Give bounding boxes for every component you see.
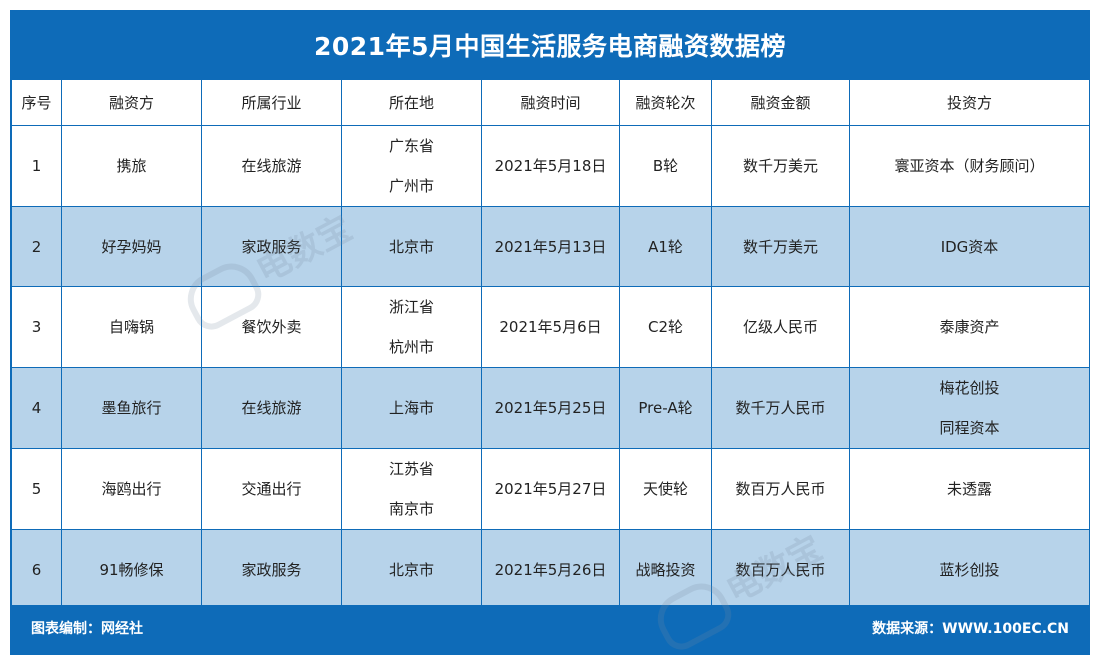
investor-line: 泰康资产 [939, 318, 1000, 336]
table-header-row: 序号 融资方 所属行业 所在地 融资时间 融资轮次 融资金额 投资方 [11, 79, 1090, 126]
cell-round: 战略投资 [619, 529, 712, 610]
cell-date: 2021年5月18日 [481, 125, 620, 207]
location-line: 北京市 [388, 560, 434, 579]
header-date: 融资时间 [481, 79, 620, 126]
cell-investors: 寰亚资本（财务顾问） [849, 125, 1090, 207]
footer-source: 数据来源：WWW.100EC.CN [872, 621, 1069, 637]
cell-amount: 数百万人民币 [711, 448, 850, 530]
cell-company: 携旅 [61, 125, 202, 207]
investor-line: 未透露 [946, 480, 992, 498]
cell-amount: 数千万人民币 [711, 367, 850, 449]
cell-amount: 数百万人民币 [711, 529, 850, 610]
cell-company: 好孕妈妈 [61, 206, 202, 287]
cell-investors: 泰康资产 [849, 286, 1090, 368]
cell-date: 2021年5月25日 [481, 367, 620, 449]
cell-location: 上海市 [341, 367, 482, 449]
location-line: 浙江省 [388, 298, 434, 316]
cell-amount: 数千万美元 [711, 125, 850, 207]
cell-company: 91畅修保 [61, 529, 202, 610]
cell-investors: 蓝杉创投 [849, 529, 1090, 610]
table-row: 6 91畅修保 家政服务 北京市 2021年5月26日 战略投资 数百万人民币 … [11, 529, 1090, 610]
cell-industry: 餐饮外卖 [201, 286, 342, 368]
page-title: 2021年5月中国生活服务电商融资数据榜 [11, 11, 1089, 79]
cell-industry: 家政服务 [201, 206, 342, 287]
cell-location: 北京市 [341, 206, 482, 287]
header-no: 序号 [11, 79, 62, 126]
cell-location: 广东省 广州市 [341, 125, 482, 207]
table-row: 3 自嗨锅 餐饮外卖 浙江省 杭州市 2021年5月6日 C2轮 亿级人民币 泰… [11, 286, 1090, 368]
cell-no: 5 [11, 448, 62, 530]
location-line: 杭州市 [388, 338, 434, 356]
cell-round: Pre-A轮 [619, 367, 712, 449]
header-investors: 投资方 [849, 79, 1090, 126]
cell-industry: 在线旅游 [201, 367, 342, 449]
table-row: 4 墨鱼旅行 在线旅游 上海市 2021年5月25日 Pre-A轮 数千万人民币… [11, 367, 1090, 449]
header-industry: 所属行业 [201, 79, 342, 126]
cell-date: 2021年5月13日 [481, 206, 620, 287]
location-line: 江苏省 [388, 460, 434, 478]
cell-round: B轮 [619, 125, 712, 207]
cell-round: 天使轮 [619, 448, 712, 530]
footer-compiler: 图表编制：网经社 [31, 621, 143, 637]
cell-investors: IDG资本 [849, 206, 1090, 287]
investor-line: 梅花创投 [939, 379, 1000, 397]
ranking-card: 2021年5月中国生活服务电商融资数据榜 序号 融资方 所属行业 所在地 融资时… [10, 10, 1090, 655]
footer-bar: 图表编制：网经社 数据来源：WWW.100EC.CN [11, 605, 1089, 654]
cell-company: 墨鱼旅行 [61, 367, 202, 449]
header-location: 所在地 [341, 79, 482, 126]
table-row: 2 好孕妈妈 家政服务 北京市 2021年5月13日 A1轮 数千万美元 IDG… [11, 206, 1090, 287]
header-amount: 融资金额 [711, 79, 850, 126]
cell-company: 自嗨锅 [61, 286, 202, 368]
cell-no: 3 [11, 286, 62, 368]
cell-no: 6 [11, 529, 62, 610]
investor-line: IDG资本 [940, 237, 999, 256]
cell-industry: 交通出行 [201, 448, 342, 530]
location-line: 北京市 [388, 237, 434, 256]
location-line: 广州市 [388, 177, 434, 195]
location-line: 上海市 [388, 399, 434, 417]
cell-amount: 亿级人民币 [711, 286, 850, 368]
cell-date: 2021年5月26日 [481, 529, 620, 610]
header-company: 融资方 [61, 79, 202, 126]
cell-company: 海鸥出行 [61, 448, 202, 530]
cell-round: A1轮 [619, 206, 712, 287]
cell-date: 2021年5月27日 [481, 448, 620, 530]
cell-investors: 未透露 [849, 448, 1090, 530]
location-line: 南京市 [388, 500, 434, 518]
investor-line: 蓝杉创投 [939, 560, 1000, 579]
cell-industry: 家政服务 [201, 529, 342, 610]
cell-location: 江苏省 南京市 [341, 448, 482, 530]
cell-location: 北京市 [341, 529, 482, 610]
cell-no: 2 [11, 206, 62, 287]
cell-location: 浙江省 杭州市 [341, 286, 482, 368]
cell-no: 4 [11, 367, 62, 449]
location-line: 广东省 [388, 137, 434, 155]
investor-line: 寰亚资本（财务顾问） [894, 157, 1045, 175]
cell-investors: 梅花创投 同程资本 [849, 367, 1090, 449]
cell-date: 2021年5月6日 [481, 286, 620, 368]
cell-round: C2轮 [619, 286, 712, 368]
investor-line: 同程资本 [939, 419, 1000, 437]
header-round: 融资轮次 [619, 79, 712, 126]
cell-amount: 数千万美元 [711, 206, 850, 287]
cell-industry: 在线旅游 [201, 125, 342, 207]
table-row: 1 携旅 在线旅游 广东省 广州市 2021年5月18日 B轮 数千万美元 寰亚… [11, 125, 1090, 207]
financing-table: 序号 融资方 所属行业 所在地 融资时间 融资轮次 融资金额 投资方 1 携旅 … [11, 79, 1090, 610]
cell-no: 1 [11, 125, 62, 207]
table-row: 5 海鸥出行 交通出行 江苏省 南京市 2021年5月27日 天使轮 数百万人民… [11, 448, 1090, 530]
